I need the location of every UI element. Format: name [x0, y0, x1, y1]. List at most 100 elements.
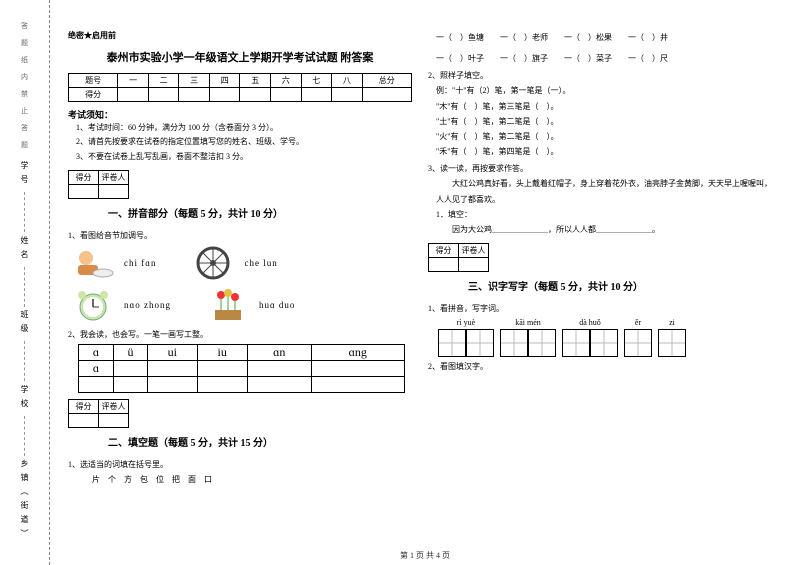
pinyin-2: che lun [244, 258, 277, 268]
q2-2-line-3: "火"有（ ）笔，第二笔是（ ）。 [436, 129, 772, 144]
pinyin-row-1: chi fɑn che lun [68, 243, 412, 283]
notice-heading: 考试须知： [68, 108, 412, 121]
score-header: 总分 [362, 74, 411, 88]
margin-line [24, 192, 25, 232]
tianzige-box [624, 329, 652, 357]
margin-label-3: 学校 [19, 385, 30, 413]
marker-table: 得分 评卷人 [68, 170, 129, 199]
left-column: 绝密★启用前 泰州市实验小学一年级语文上学期开学考试试题 附答案 题号 一 二 … [60, 30, 420, 545]
right-column: 一（ ）鱼塘 一（ ）老师 一（ ）松果 一（ ）井 一（ ）叶子 一（ ）旗子… [420, 30, 780, 545]
stroke-h: ɑn [247, 345, 311, 361]
binding-margin: 答题纸内禁止答题 学号 姓名 班级 学校 乡镇（街道） [0, 0, 50, 565]
tzg-label: zi [669, 318, 675, 327]
q2-3-sub: 1．填空： [436, 207, 772, 222]
score-header: 三 [179, 74, 210, 88]
mini-c2: 评卷人 [459, 244, 489, 258]
q2-3-text: 大红公鸡真好看，头上戴着红帽子，身上穿着花外衣，油亮脖子金黄脚，天天早上喔喔叫，… [436, 176, 772, 206]
flower-icon [203, 285, 253, 325]
tzg-label: ěr [635, 318, 641, 327]
tianzige-row: rì yuè kāi mén dà huǒ [438, 318, 772, 357]
tianzige-box [466, 329, 494, 357]
q1-1: 1、看图给音节加调号。 [68, 230, 412, 241]
notice-2: 2、请首先按要求在试卷的指定位置填写您的姓名、班级、学号。 [68, 135, 412, 149]
score-header: 六 [270, 74, 301, 88]
tzg-cell: ěr [624, 318, 652, 357]
notice-3: 3、不要在试卷上乱写乱画，卷面不整洁扣 3 分。 [68, 150, 412, 164]
margin-line [24, 416, 25, 456]
mini-c1: 得分 [429, 244, 459, 258]
tianzige-box [500, 329, 528, 357]
margin-label-0: 学号 [19, 161, 30, 189]
score-header: 七 [301, 74, 332, 88]
tzg-cell: kāi mén [500, 318, 556, 357]
q2-2-line-4: "禾"有（ ）笔，第四笔是（ ）。 [436, 144, 772, 159]
stroke-h: ui [147, 345, 197, 361]
stroke-h: ɑ [79, 345, 114, 361]
score-cell [240, 88, 271, 102]
score-header: 题号 [69, 74, 118, 88]
pinyin-1: chi fɑn [124, 258, 156, 268]
page-body: 绝密★启用前 泰州市实验小学一年级语文上学期开学考试试题 附答案 题号 一 二 … [50, 0, 800, 565]
stroke-h: iu [197, 345, 247, 361]
margin-label-4: 乡镇（街道） [19, 459, 30, 543]
tzg-cell: zi [658, 318, 686, 357]
margin-line [24, 267, 25, 307]
score-header: 二 [148, 74, 179, 88]
mini-c2: 评卷人 [99, 400, 129, 414]
wheel-icon [188, 243, 238, 283]
stroke-cell: ɑ [79, 361, 114, 377]
stroke-table: ɑ ü ui iu ɑn ɑng ɑ [78, 344, 405, 393]
mini-c1: 得分 [69, 400, 99, 414]
score-row2: 得分 [69, 88, 118, 102]
tianzige-box [528, 329, 556, 357]
fold-label: 答题纸内禁止答题 [20, 22, 30, 158]
mini-c1: 得分 [69, 171, 99, 185]
q3-1: 1、看拼音，写字词。 [428, 303, 772, 314]
pinyin-4: huɑ duo [259, 300, 295, 310]
page-footer: 第 1 页 共 4 页 [50, 550, 800, 561]
section2-title: 二、填空题（每题 5 分，共计 15 分） [108, 434, 273, 449]
score-header: 五 [240, 74, 271, 88]
score-header: 八 [332, 74, 363, 88]
score-cell [179, 88, 210, 102]
pinyin-row-2: nɑo zhong huɑ duo [68, 285, 412, 325]
q2-3-fill: 因为大公鸡＿＿＿＿＿＿＿，所以人人都＿＿＿＿＿＿＿。 [436, 222, 772, 237]
exam-title: 泰州市实验小学一年级语文上学期开学考试试题 附答案 [68, 49, 412, 65]
section3-title: 三、识字写字（每题 5 分，共计 10 分） [468, 278, 643, 293]
score-cell [118, 88, 149, 102]
pinyin-3: nɑo zhong [124, 300, 171, 310]
margin-label-2: 班级 [19, 310, 30, 338]
q2-2: 2、照样子填空。 [428, 70, 772, 81]
fill-line-2: 一（ ）叶子 一（ ）旗子 一（ ）菜子 一（ ）尺 [436, 51, 772, 66]
notice-1: 1、考试时间：60 分钟，满分为 100 分（含卷面分 3 分）。 [68, 121, 412, 135]
margin-line [24, 341, 25, 381]
q2-2-line-0: 例："十"有（2）笔，第一笔是（一）。 [436, 83, 772, 98]
score-cell [209, 88, 240, 102]
tzg-label: kāi mén [515, 318, 541, 327]
tianzige-box [658, 329, 686, 357]
section1-title: 一、拼音部分（每题 5 分，共计 10 分） [108, 205, 283, 220]
eating-icon [68, 243, 118, 283]
clock-icon [68, 285, 118, 325]
secret-label: 绝密★启用前 [68, 30, 412, 41]
q1-2: 2、我会读，也会写。一笔一画写工整。 [68, 329, 412, 340]
margin-label-1: 姓名 [19, 236, 30, 264]
score-cell [148, 88, 179, 102]
q2-3: 3、读一读，再按要求作答。 [428, 163, 772, 174]
q2-1: 1、选适当的词填在括号里。 [68, 459, 412, 470]
score-cell [270, 88, 301, 102]
score-cell [362, 88, 411, 102]
score-header: 四 [209, 74, 240, 88]
q2-2-line-1: "木"有（ ）笔，第三笔是（ ）。 [436, 99, 772, 114]
score-header: 一 [118, 74, 149, 88]
q2-1-words: 片 个 方 包 位 把 面 口 [92, 472, 412, 487]
tianzige-box [562, 329, 590, 357]
q2-2-line-2: "土"有（ ）笔，第二笔是（ ）。 [436, 114, 772, 129]
score-cell [332, 88, 363, 102]
tzg-label: dà huǒ [579, 318, 601, 327]
marker-table-3: 得分 评卷人 [428, 243, 489, 272]
stroke-h: ü [114, 345, 148, 361]
tzg-cell: dà huǒ [562, 318, 618, 357]
score-table: 题号 一 二 三 四 五 六 七 八 总分 得分 [68, 73, 412, 102]
tzg-cell: rì yuè [438, 318, 494, 357]
